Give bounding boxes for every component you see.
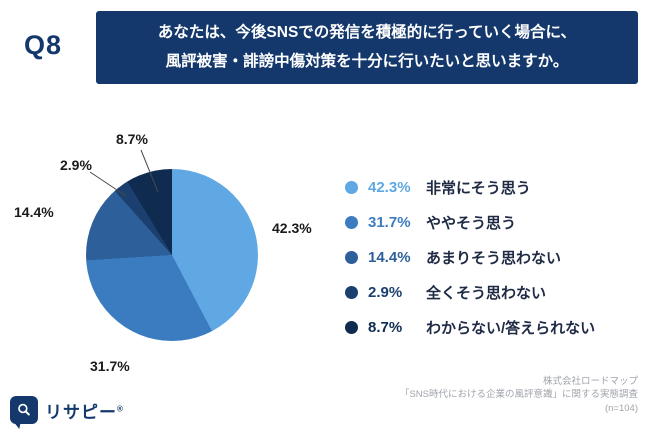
legend-label: 全くそう思わない [426, 284, 547, 302]
legend-percent: 14.4% [368, 248, 411, 266]
legend-label: ややそう思う [426, 214, 517, 232]
pie-label-disagree: 14.4% [14, 204, 54, 220]
pie-label-strongly-disagree: 2.9% [60, 157, 92, 173]
legend-item: 2.9% 全くそう思わない [345, 281, 595, 303]
sample-size: (n=104) [604, 403, 638, 415]
pie-chart [86, 169, 258, 341]
legend-dot [345, 320, 358, 334]
brand-logo: リサピー® [10, 396, 124, 424]
question-box: あなたは、今後SNSでの発信を積極的に行っていく場合に、 風評被害・誹謗中傷対策… [96, 11, 638, 84]
question-line2: 風評被害・誹謗中傷対策を十分に行いたいと思いますか。 [165, 52, 569, 70]
question-line1: あなたは、今後SNSでの発信を積極的に行っていく場合に、 [157, 23, 577, 41]
source-company: 株式会社ロードマップ [542, 375, 638, 387]
legend-item: 14.4% あまりそう思わない [345, 246, 595, 268]
legend-percent: 2.9% [368, 283, 403, 301]
pie-label-strongly-agree: 42.3% [272, 220, 312, 236]
legend-dot [345, 215, 358, 229]
source-note: 株式会社ロードマップ 「SNS時代における企業の風評意識」に関する実態調査 (n… [400, 375, 638, 416]
legend-percent: 42.3% [368, 178, 411, 196]
legend-percent: 8.7% [368, 318, 403, 336]
legend-dot [345, 285, 358, 299]
registered-mark: ® [117, 403, 124, 413]
legend-percent: 31.7% [368, 213, 411, 231]
legend-label: わからない/答えられない [426, 319, 596, 337]
legend-item: 42.3% 非常にそう思う [345, 176, 595, 198]
pie-label-dont-know: 8.7% [116, 131, 148, 147]
question-number: Q8 [24, 30, 63, 60]
legend-dot [345, 180, 358, 194]
pie-label-agree: 31.7% [90, 358, 130, 374]
magnifier-bubble-icon [10, 396, 38, 424]
legend-label: あまりそう思わない [426, 249, 562, 267]
source-survey-title: 「SNS時代における企業の風評意識」に関する実態調査 [399, 389, 638, 401]
legend-item: 31.7% ややそう思う [345, 211, 595, 233]
legend-dot [345, 250, 358, 264]
legend: 42.3% 非常にそう思う 31.7% ややそう思う 14.4% あまりそう思わ… [345, 176, 595, 338]
legend-label: 非常にそう思う [426, 179, 531, 197]
legend-item: 8.7% わからない/答えられない [345, 316, 595, 338]
brand-name: リサピー® [45, 402, 124, 422]
